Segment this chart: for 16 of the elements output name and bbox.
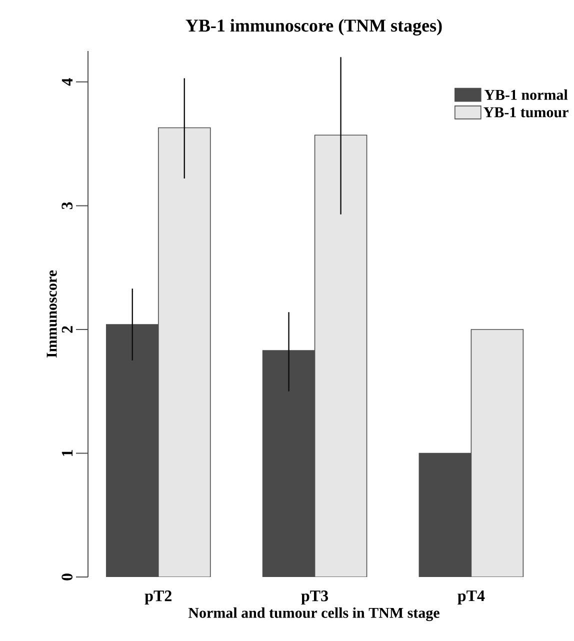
x-tick-label: pT2: [144, 590, 172, 605]
bar: [470, 329, 524, 577]
x-tick-label: pT3: [301, 590, 328, 605]
y-axis-title: Immunoscore: [46, 270, 57, 358]
y-tick-label: 1: [62, 450, 72, 456]
y-tick-label: 3: [62, 202, 72, 210]
chart-title: YB-1 immunoscore (TNM stages): [186, 19, 442, 36]
legend-label: YB-1 normal: [484, 89, 568, 100]
bar: [314, 134, 368, 577]
x-tick-label: pT4: [458, 590, 485, 604]
y-tick-label: 2: [62, 326, 72, 333]
legend-label: YB-1 tumour: [484, 107, 568, 118]
y-tick-label: 4: [62, 78, 72, 86]
x-axis-title: Normal and tumour cells in TNM stage: [188, 607, 440, 622]
bar: [158, 127, 211, 577]
y-tick-label: 0: [62, 574, 72, 580]
